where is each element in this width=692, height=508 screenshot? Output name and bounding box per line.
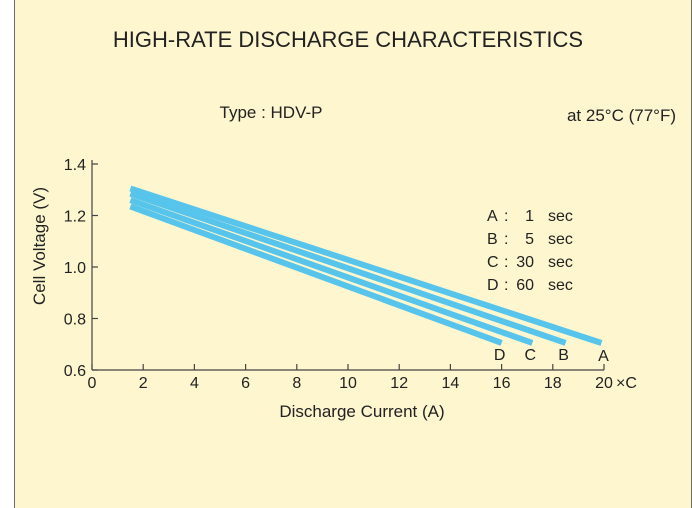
legend-separator: : xyxy=(504,254,508,271)
series-line-a xyxy=(129,185,603,346)
x-unit-label: ×C xyxy=(616,375,637,392)
legend-value: 5 xyxy=(525,231,534,248)
series-end-label-d: D xyxy=(494,347,506,364)
legend-value: 60 xyxy=(516,277,534,294)
y-tick-label: 1.4 xyxy=(64,157,86,174)
series-line-d xyxy=(129,203,503,346)
series-end-label-c: C xyxy=(525,347,537,364)
x-tick-label: 8 xyxy=(292,375,301,392)
series-lines xyxy=(129,185,603,346)
legend-separator: : xyxy=(504,277,508,294)
chart-subtitle-type: Type : HDV-P xyxy=(220,103,323,122)
legend-unit: sec xyxy=(548,231,573,248)
series-line-b xyxy=(129,190,567,346)
x-tick-label: 4 xyxy=(190,375,199,392)
y-tick-label: 0.8 xyxy=(64,312,86,329)
legend-unit: sec xyxy=(548,254,573,271)
x-tick-label: 10 xyxy=(339,375,357,392)
y-tick-label: 1.2 xyxy=(64,209,86,226)
legend-key-d: D xyxy=(487,277,499,294)
y-tick-label: 1.0 xyxy=(64,260,86,277)
x-tick-label: 2 xyxy=(139,375,148,392)
x-tick-label: 12 xyxy=(390,375,408,392)
x-tick-label: 0 xyxy=(88,375,97,392)
series-end-label-b: B xyxy=(558,347,569,364)
legend-unit: sec xyxy=(548,208,573,225)
x-tick-label: 18 xyxy=(544,375,562,392)
series-end-labels: A B C D xyxy=(494,347,609,365)
legend-unit: sec xyxy=(548,277,573,294)
legend-value: 30 xyxy=(516,254,534,271)
chart-panel xyxy=(14,0,692,508)
legend-separator: : xyxy=(504,231,508,248)
legend-key-a: A xyxy=(487,208,498,225)
x-tick-label: 20 xyxy=(595,375,613,392)
x-tick-label: 16 xyxy=(493,375,511,392)
series-line-c xyxy=(129,197,534,346)
x-tick-label: 6 xyxy=(241,375,250,392)
y-axis-label: Cell Voltage (V) xyxy=(30,187,49,305)
x-tick-label: 14 xyxy=(442,375,460,392)
legend-key-c: C xyxy=(487,254,499,271)
series-end-label-a: A xyxy=(598,348,609,365)
axes: 0 2 4 6 8 10 12 14 16 18 20 ×C 0.6 0.8 1.0 1.2 1.4 xyxy=(64,157,637,392)
chart-subtitle-condition: at 25°C (77°F) xyxy=(567,106,676,125)
legend-separator: : xyxy=(504,208,508,225)
chart-title: HIGH-RATE DISCHARGE CHARACTERISTICS xyxy=(113,27,583,52)
legend-key-b: B xyxy=(487,231,498,248)
x-axis-label: Discharge Current (A) xyxy=(279,402,444,421)
legend-value: 1 xyxy=(525,208,534,225)
y-tick-label: 0.6 xyxy=(64,363,86,380)
